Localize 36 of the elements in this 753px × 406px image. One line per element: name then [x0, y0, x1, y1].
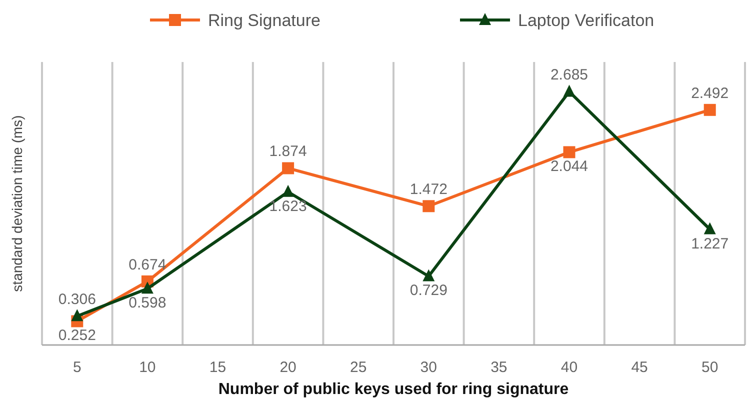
data-label: 2.685: [550, 66, 588, 84]
x-axis-title: Number of public keys used for ring signature: [218, 381, 569, 398]
x-tick-label: 25: [350, 359, 367, 376]
legend-label: Laptop Verificaton: [518, 11, 654, 30]
point: [704, 104, 716, 116]
x-tick-label: 50: [702, 359, 718, 376]
data-label: 1.227: [691, 235, 729, 252]
data-label: 2.044: [550, 158, 588, 176]
data-label: 0.252: [58, 327, 96, 344]
data-label: 1.623: [269, 198, 307, 215]
y-axis-title: standard deviation time (ms): [9, 115, 25, 292]
x-tick-label: 5: [72, 359, 82, 376]
data-label: 2.492: [691, 84, 729, 102]
data-label: 1.874: [269, 143, 307, 160]
point: [704, 222, 716, 234]
data-label: 0.306: [58, 291, 96, 308]
x-tick-label: 35: [490, 359, 508, 376]
x-tick-label: 45: [631, 359, 648, 376]
point: [563, 84, 576, 97]
x-tick-label: 20: [280, 359, 296, 376]
point: [422, 200, 435, 212]
x-tick-label: 10: [139, 359, 156, 376]
x-tick-label: 15: [209, 359, 226, 376]
point: [141, 282, 154, 294]
x-tick-label: 30: [420, 359, 437, 376]
point: [71, 309, 84, 322]
x-tick-label: 40: [560, 359, 578, 376]
data-label: 1.472: [410, 181, 448, 198]
point: [282, 184, 294, 197]
point: [282, 162, 294, 174]
data-label: 0.729: [410, 282, 448, 300]
point: [563, 146, 576, 158]
data-label: 0.674: [128, 256, 166, 274]
legend-label: Ring Signature: [208, 11, 320, 30]
data-label: 0.598: [128, 294, 166, 312]
point: [422, 269, 435, 282]
